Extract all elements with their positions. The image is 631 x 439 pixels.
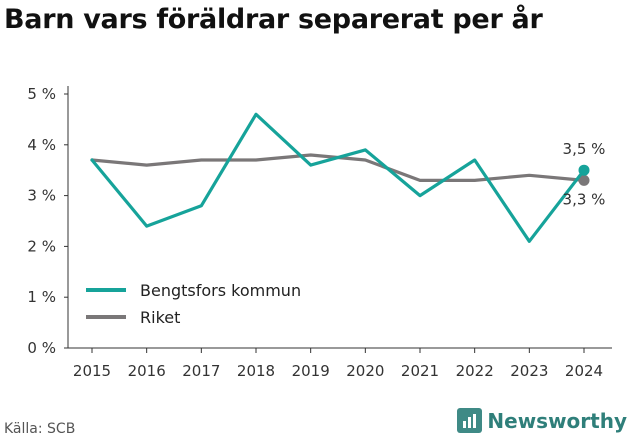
x-tick-label: 2022 <box>456 362 494 380</box>
legend-label: Riket <box>140 308 180 327</box>
y-tick-label: 4 % <box>27 136 56 154</box>
bar-chart-icon <box>457 408 483 433</box>
series-line-bengtsfors <box>90 112 586 243</box>
y-tick-label: 5 % <box>27 85 56 103</box>
x-tick-label: 2018 <box>237 362 275 380</box>
x-tick-label: 2021 <box>401 362 439 380</box>
x-tick-label: 2019 <box>292 362 330 380</box>
x-tick-label: 2017 <box>182 362 220 380</box>
x-tick-label: 2024 <box>565 362 603 380</box>
y-tick-label: 0 % <box>27 339 56 357</box>
y-tick-label: 2 % <box>27 237 56 255</box>
end-point-bengtsfors <box>578 164 590 176</box>
newsworthy-logo: Newsworthy <box>457 408 627 433</box>
x-tick-label: 2023 <box>510 362 548 380</box>
x-tick-label: 2015 <box>73 362 111 380</box>
x-tick-label: 2020 <box>346 362 384 380</box>
legend-label: Bengtsfors kommun <box>140 281 301 300</box>
end-point-riket <box>578 174 590 186</box>
source-note: Källa: SCB <box>4 421 76 437</box>
y-tick-label: 3 % <box>27 187 56 205</box>
brand-name: Newsworthy <box>487 408 627 433</box>
end-label-riket: 3,3 % <box>563 190 606 208</box>
y-tick-label: 1 % <box>27 288 56 306</box>
end-label-bengtsfors: 3,5 % <box>563 140 606 158</box>
x-tick-label: 2016 <box>128 362 166 380</box>
chart-title: Barn vars föräldrar separerat per år <box>4 4 543 35</box>
